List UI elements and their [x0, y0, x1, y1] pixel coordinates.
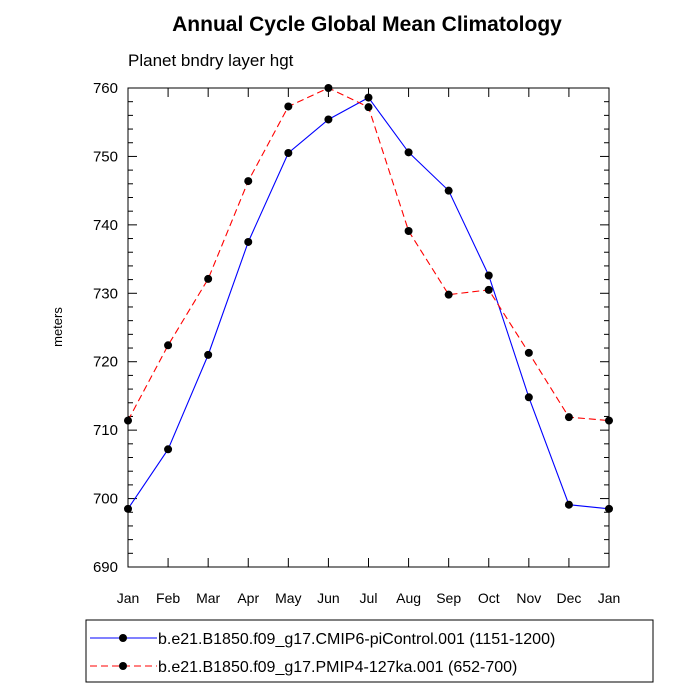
x-tick-label: Feb — [156, 590, 180, 606]
series-2-point — [164, 341, 173, 350]
x-tick-label: Jun — [317, 590, 340, 606]
series-2-point — [244, 177, 253, 186]
series-2-point — [204, 274, 213, 283]
chart-subtitle: Planet bndry layer hgt — [128, 51, 294, 70]
series-1-point — [404, 148, 413, 157]
y-tick-label: 750 — [93, 148, 118, 165]
y-tick-label: 690 — [93, 559, 118, 576]
legend-label: b.e21.B1850.f09_g17.CMIP6-piControl.001 … — [158, 631, 555, 648]
x-tick-label: Oct — [478, 590, 500, 606]
series-1-point — [484, 271, 493, 280]
series-1-point — [444, 186, 453, 195]
series-2-point — [484, 285, 493, 294]
y-tick-label: 720 — [93, 354, 118, 371]
series-1-point — [284, 149, 293, 158]
legend-swatch-marker — [119, 634, 127, 642]
series-line-1 — [127, 96, 610, 510]
x-tick-label: Jul — [360, 590, 378, 606]
series-1-point — [364, 93, 373, 102]
series-2-point — [444, 290, 453, 299]
y-tick-label: 760 — [93, 80, 118, 97]
series-lines — [124, 84, 613, 513]
legend-swatch-marker — [119, 662, 127, 670]
series-2-point — [124, 416, 132, 425]
legend: b.e21.B1850.f09_g17.CMIP6-piControl.001 … — [90, 631, 555, 676]
y-tick-label: 700 — [93, 491, 118, 508]
y-axis-label: meters — [50, 307, 65, 347]
series-line-2 — [127, 87, 610, 422]
x-tick-label: Aug — [396, 590, 421, 606]
series-1-point — [605, 504, 613, 513]
x-tick-label: Mar — [196, 590, 220, 606]
axis-ticks: 690 700 710 720 730 740 750 760 Jan Feb Mar Apr May J… — [93, 80, 620, 606]
series-2-point — [284, 102, 293, 111]
x-tick-label: May — [275, 590, 301, 606]
series-1-point — [164, 445, 173, 454]
legend-label: b.e21.B1850.f09_g17.PMIP4-127ka.001 (652… — [158, 659, 517, 676]
x-tick-label: Nov — [516, 590, 541, 606]
series-2-point — [404, 227, 413, 236]
y-tick-label: 730 — [93, 285, 118, 302]
series-2-point — [524, 348, 533, 357]
series-1-point — [244, 237, 253, 246]
chart-title: Annual Cycle Global Mean Climatology — [172, 13, 562, 36]
series-2-point — [324, 84, 333, 92]
plot-frame — [127, 87, 610, 568]
series-2-point — [364, 103, 373, 112]
series-2-point — [564, 413, 573, 422]
series-1-point — [524, 393, 533, 402]
legend-box — [85, 619, 654, 683]
series-2-point — [605, 416, 613, 425]
x-tick-label: Apr — [237, 590, 259, 606]
series-1-point — [564, 500, 573, 509]
y-tick-label: 740 — [93, 217, 118, 234]
series-1-point — [204, 350, 213, 359]
y-tick-label: 710 — [93, 422, 118, 439]
x-tick-label: Dec — [556, 590, 581, 606]
series-1-point — [324, 115, 333, 124]
x-tick-label: Jan — [598, 590, 621, 606]
x-tick-label: Jan — [117, 590, 140, 606]
series-1-point — [124, 504, 132, 513]
x-tick-label: Sep — [436, 590, 461, 606]
